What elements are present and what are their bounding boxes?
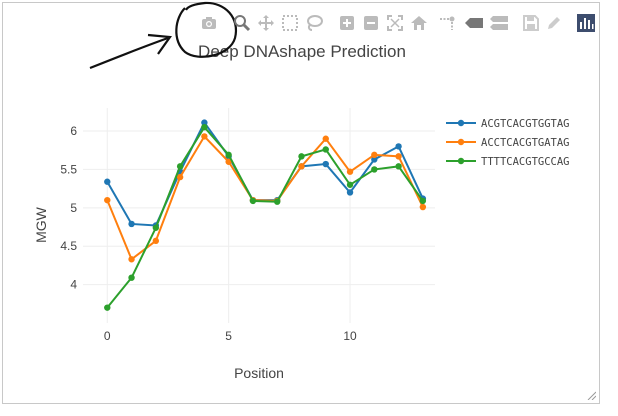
y-tick-label: 5.5 — [60, 162, 77, 176]
data-point[interactable] — [371, 156, 378, 163]
plot-container — [2, 2, 600, 404]
data-point[interactable] — [128, 256, 135, 263]
spike-lines-icon[interactable] — [438, 14, 456, 34]
series-1[interactable] — [104, 119, 427, 229]
y-tick-label: 4 — [70, 278, 77, 292]
y-axis-title: MGW — [33, 206, 49, 243]
grid — [83, 108, 435, 323]
x-tick-label: 10 — [343, 329, 357, 343]
data-point[interactable] — [249, 197, 257, 205]
data-point[interactable] — [201, 119, 208, 126]
data-point[interactable] — [104, 304, 111, 311]
pan-icon[interactable] — [257, 14, 275, 34]
legend-label: ACGTCACGTGGTAG — [481, 118, 570, 130]
home-icon[interactable] — [410, 14, 428, 34]
data-point[interactable] — [225, 151, 232, 159]
data-point[interactable] — [346, 168, 354, 175]
legend-item[interactable]: ACCTCACGTGATAG — [446, 137, 570, 149]
data-point[interactable] — [152, 237, 160, 245]
axes: 4 4.5 5 5.5 6 0 5 10 — [60, 124, 357, 343]
series-line — [106, 125, 424, 309]
x-tick-label: 5 — [225, 329, 232, 343]
data-point[interactable] — [395, 143, 402, 150]
save-icon[interactable] — [522, 14, 540, 34]
box-select-icon[interactable] — [281, 14, 299, 34]
resize-grip-icon[interactable] — [586, 390, 596, 400]
data-point[interactable] — [322, 135, 329, 142]
legend-marker — [457, 138, 465, 146]
series-line — [106, 120, 424, 227]
data-point[interactable] — [104, 178, 111, 185]
hover-compare-icon[interactable] — [489, 14, 508, 34]
plot-area[interactable] — [104, 119, 427, 311]
legend-label: ACCTCACGTGATAG — [481, 137, 570, 149]
camera-icon[interactable] — [200, 14, 218, 34]
legend-label: TTTTCACGTGCCAG — [481, 156, 570, 168]
data-point[interactable] — [371, 166, 378, 173]
data-point[interactable] — [395, 153, 402, 160]
legend-marker — [457, 119, 465, 127]
data-point[interactable] — [176, 163, 184, 170]
series-3[interactable] — [104, 123, 427, 311]
y-tick-label: 6 — [70, 124, 77, 138]
annotation-overlay — [89, 1, 238, 70]
data-point[interactable] — [298, 163, 305, 170]
data-point[interactable] — [371, 151, 378, 159]
annotation-arrow-shaft — [89, 36, 169, 70]
zoom-out-icon[interactable] — [362, 14, 380, 34]
lasso-select-icon[interactable] — [305, 14, 323, 34]
data-point[interactable] — [346, 189, 354, 196]
zoom-in-icon[interactable] — [338, 14, 356, 34]
data-point[interactable] — [104, 196, 111, 204]
data-point[interactable] — [322, 146, 329, 153]
data-point[interactable] — [152, 224, 160, 231]
legend[interactable]: ACGTCACGTGGTAG ACCTCACGTGATAG TTTTCACGTGCC… — [446, 118, 570, 168]
data-point[interactable] — [274, 198, 281, 205]
hover-closest-icon[interactable] — [464, 14, 483, 34]
data-point[interactable] — [322, 160, 329, 168]
y-tick-label: 4.5 — [60, 239, 77, 253]
data-point[interactable] — [128, 274, 135, 281]
data-point[interactable] — [201, 123, 208, 131]
x-tick-label: 0 — [104, 329, 111, 343]
annotation-arrow-head — [147, 33, 172, 55]
plotly-logo-icon[interactable] — [577, 14, 597, 34]
x-axis-title: Position — [234, 365, 284, 381]
data-point[interactable] — [225, 158, 232, 165]
pencil-icon[interactable] — [545, 14, 563, 34]
series-2[interactable] — [104, 133, 427, 263]
legend-marker — [457, 157, 465, 165]
data-point[interactable] — [201, 133, 208, 140]
data-point[interactable] — [395, 163, 402, 170]
zoom-icon[interactable] — [233, 14, 251, 34]
annotation-circle — [175, 1, 238, 58]
data-point[interactable] — [298, 153, 305, 160]
y-tick-label: 5 — [70, 201, 77, 215]
data-point[interactable] — [419, 203, 427, 211]
legend-item[interactable]: ACGTCACGTGGTAG — [446, 118, 570, 130]
data-point[interactable] — [128, 220, 135, 228]
data-point[interactable] — [419, 197, 427, 205]
data-point[interactable] — [176, 173, 184, 181]
autoscale-icon[interactable] — [386, 14, 404, 34]
data-point[interactable] — [346, 181, 354, 188]
legend-item[interactable]: TTTTCACGTGCCAG — [446, 156, 570, 168]
chart-title: Deep DNAshape Prediction — [198, 42, 406, 61]
